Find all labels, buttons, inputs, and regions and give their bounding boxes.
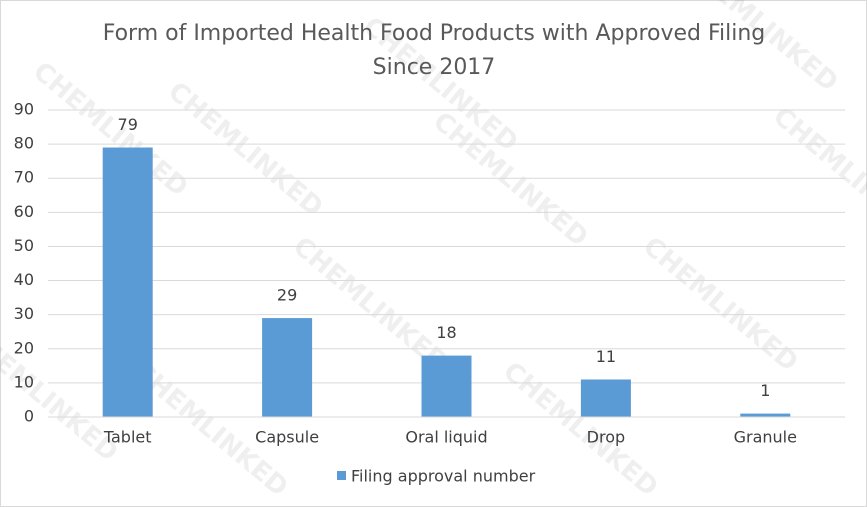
y-tick-label: 10: [14, 372, 34, 391]
y-tick-label: 60: [14, 202, 34, 221]
bar: [740, 413, 791, 417]
x-tick-label: Capsule: [255, 428, 319, 447]
bar: [580, 379, 631, 417]
y-tick-label: 0: [24, 407, 34, 426]
legend-label: Filing approval number: [351, 467, 536, 486]
y-tick-label: 30: [14, 304, 34, 323]
bar: [262, 318, 313, 417]
data-label: 11: [596, 347, 616, 366]
data-label: 1: [760, 381, 770, 400]
x-tick-label: Drop: [587, 428, 626, 447]
data-label: 29: [277, 286, 297, 305]
data-label: 79: [118, 115, 138, 134]
chart-title: Form of Imported Health Food Products wi…: [103, 21, 766, 46]
y-tick-label: 50: [14, 236, 34, 255]
legend-swatch: [337, 471, 346, 480]
bar: [421, 355, 472, 417]
y-tick-label: 90: [14, 100, 34, 119]
x-tick-label: Tablet: [103, 428, 152, 447]
x-tick-label: Granule: [734, 428, 797, 447]
data-label: 18: [436, 323, 456, 342]
y-tick-label: 80: [14, 134, 34, 153]
bar: [102, 147, 153, 417]
chart-title: Since 2017: [373, 55, 496, 80]
y-tick-label: 40: [14, 270, 34, 289]
x-tick-label: Oral liquid: [405, 428, 487, 447]
y-tick-label: 70: [14, 168, 34, 187]
y-tick-label: 20: [14, 338, 34, 357]
